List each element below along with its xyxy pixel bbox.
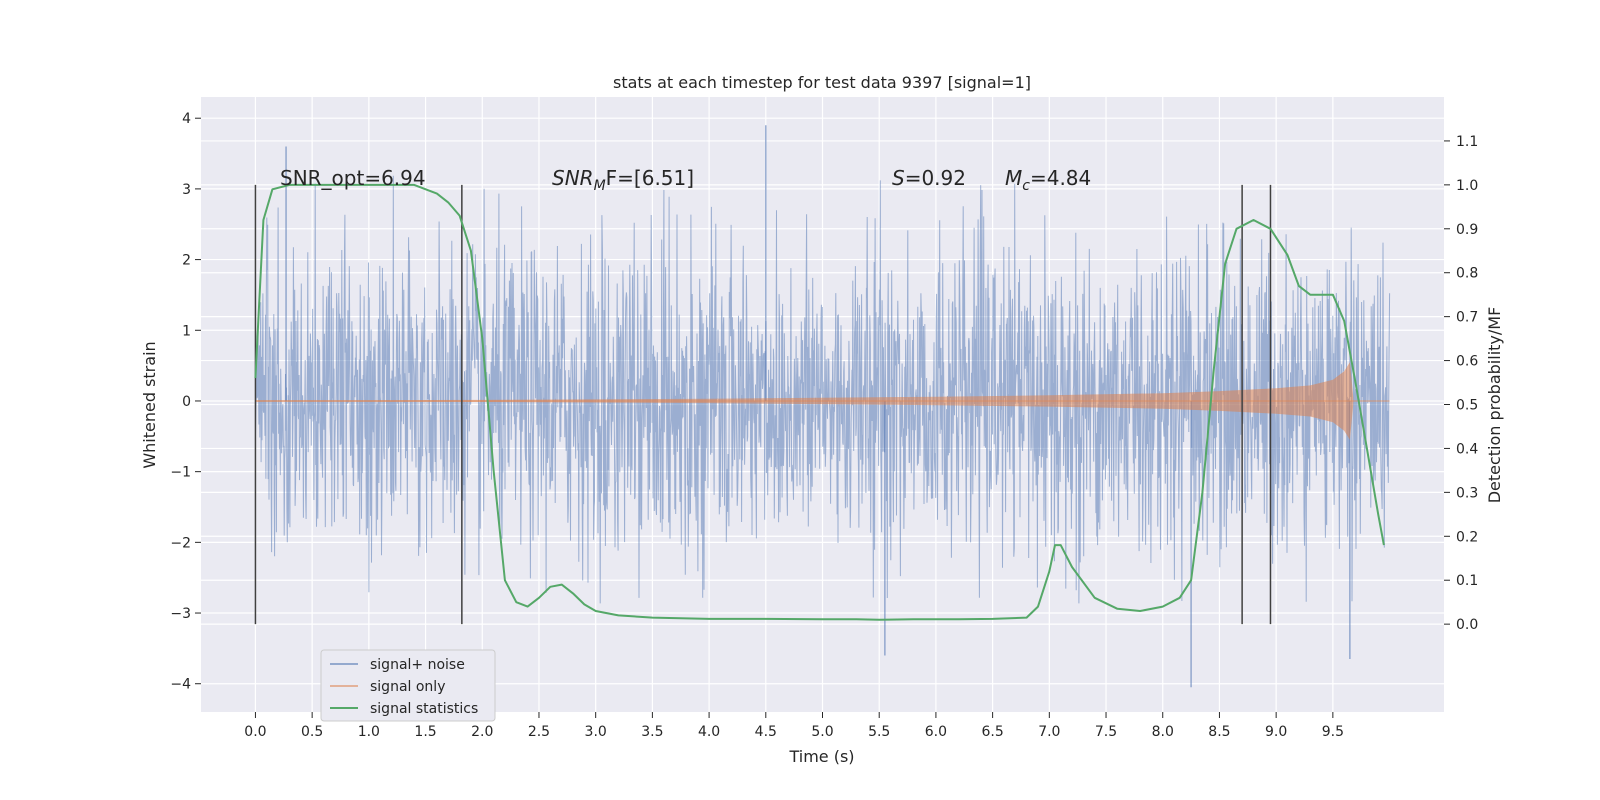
annotation-snr-mf-sub: M bbox=[594, 178, 606, 194]
tick-label-x: 0.5 bbox=[301, 724, 323, 740]
tick-label-y-left: 1 bbox=[182, 323, 191, 339]
series-signal-only bbox=[255, 362, 1390, 440]
tick-label-y-left: 2 bbox=[182, 253, 191, 269]
y-axis-label-left: Whitened strain bbox=[140, 341, 159, 468]
tick-label-x: 7.5 bbox=[1095, 724, 1117, 740]
tick-label-x: 4.0 bbox=[698, 724, 720, 740]
annotation-snr-mf-base: SNR bbox=[552, 166, 594, 190]
annotation-s: S=0.92 bbox=[892, 166, 966, 190]
tick-label-y-left: 4 bbox=[182, 111, 191, 127]
legend-label-noise: signal+ noise bbox=[370, 657, 465, 673]
x-axis-ticks: 0.0 0.5 1.0 1.5 2.0 2.5 3.0 3.5 4.0 4.5 5.0 5.5 6.0 6… bbox=[244, 712, 1344, 740]
tick-label-y-right: 0.9 bbox=[1456, 222, 1478, 238]
legend-label-stats: signal statistics bbox=[370, 701, 478, 717]
tick-label-y-right: 1.1 bbox=[1456, 134, 1478, 150]
stats-line bbox=[254, 183, 1385, 621]
tick-label-y-right: 0.2 bbox=[1456, 529, 1478, 545]
y-axis-left-ticks: 4 3 2 1 0 −1 −2 −3 −4 bbox=[170, 111, 201, 693]
tick-label-y-right: 1.0 bbox=[1456, 178, 1478, 194]
tick-label-y-right: 0.8 bbox=[1456, 266, 1478, 282]
annotation-snr-opt: SNR_opt=6.94 bbox=[280, 166, 426, 190]
x-axis-label: Time (s) bbox=[788, 747, 854, 766]
tick-label-x: 2.0 bbox=[471, 724, 493, 740]
legend-label-signal: signal only bbox=[370, 679, 445, 695]
annotation-snr-mf: SNRMF=[6.51] bbox=[552, 166, 694, 194]
tick-label-x: 1.5 bbox=[414, 724, 436, 740]
y-axis-right-ticks: 1.1 1.0 0.9 0.8 0.7 0.6 0.5 0.4 0.3 0.2 0.1 0.0 bbox=[1444, 134, 1478, 633]
tick-label-y-left: −2 bbox=[170, 535, 191, 551]
tick-label-x: 4.5 bbox=[755, 724, 777, 740]
tick-label-x: 1.0 bbox=[358, 724, 380, 740]
legend: signal+ noise signal only signal statist… bbox=[320, 649, 496, 722]
tick-label-x: 7.0 bbox=[1038, 724, 1060, 740]
tick-label-x: 9.5 bbox=[1322, 724, 1344, 740]
tick-label-x: 5.5 bbox=[868, 724, 890, 740]
series-signal-plus-noise bbox=[254, 125, 1391, 688]
tick-label-y-right: 0.3 bbox=[1456, 485, 1478, 501]
tick-label-y-right: 0.4 bbox=[1456, 441, 1478, 457]
tick-label-y-left: −1 bbox=[170, 465, 191, 481]
tick-label-x: 3.5 bbox=[641, 724, 663, 740]
tick-label-y-right: 0.1 bbox=[1456, 573, 1478, 589]
annotation-snr-mf-tail: F=[6.51] bbox=[606, 166, 694, 190]
tick-label-x: 5.0 bbox=[811, 724, 833, 740]
noise-trace bbox=[254, 175, 1391, 604]
tick-label-y-right: 0.6 bbox=[1456, 354, 1478, 370]
tick-label-x: 8.0 bbox=[1152, 724, 1174, 740]
tick-label-y-right: 0.7 bbox=[1456, 310, 1478, 326]
tick-label-x: 8.5 bbox=[1208, 724, 1230, 740]
tick-label-x: 6.5 bbox=[981, 724, 1003, 740]
tick-label-y-left: 0 bbox=[182, 394, 191, 410]
tick-label-x: 0.0 bbox=[244, 724, 266, 740]
vertical-markers bbox=[254, 184, 1272, 625]
tick-label-y-left: −4 bbox=[170, 677, 191, 693]
y-axis-label-right: Detection probability/MF bbox=[1485, 307, 1504, 504]
tick-label-x: 3.0 bbox=[585, 724, 607, 740]
annotation-mc: Mc=4.84 bbox=[1005, 166, 1091, 194]
annotation-mc-sub: c bbox=[1022, 178, 1030, 194]
tick-label-y-right: 0.0 bbox=[1456, 617, 1478, 633]
tick-label-x: 9.0 bbox=[1265, 724, 1287, 740]
tick-label-y-right: 0.5 bbox=[1456, 398, 1478, 414]
annotation-mc-base: M bbox=[1005, 166, 1022, 190]
series-signal-statistics bbox=[254, 183, 1385, 621]
tick-label-x: 6.0 bbox=[925, 724, 947, 740]
legend-box bbox=[320, 649, 496, 722]
tick-label-y-left: 3 bbox=[182, 182, 191, 198]
annotation-mc-tail: =4.84 bbox=[1030, 166, 1091, 190]
chart-title: stats at each timestep for test data 939… bbox=[613, 73, 1031, 92]
annotation-s-base: S bbox=[892, 166, 905, 190]
tick-label-y-left: −3 bbox=[170, 606, 191, 622]
tick-label-x: 2.5 bbox=[528, 724, 550, 740]
annotation-s-tail: =0.92 bbox=[905, 166, 966, 190]
